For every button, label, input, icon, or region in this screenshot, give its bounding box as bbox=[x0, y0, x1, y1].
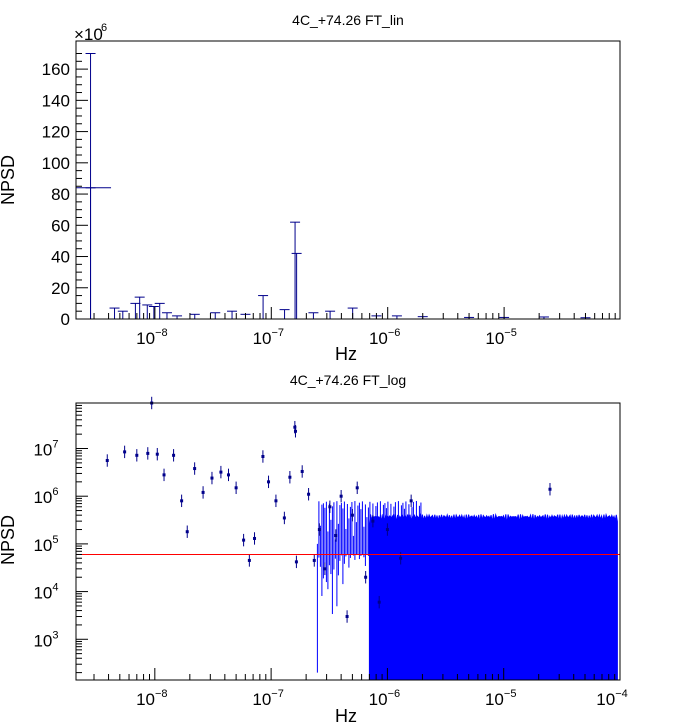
log-xtick-label: 10−8 bbox=[136, 688, 167, 709]
log-point bbox=[385, 528, 389, 532]
log-point bbox=[180, 499, 184, 503]
log-point bbox=[339, 494, 343, 498]
log-point bbox=[409, 499, 413, 503]
log-point bbox=[267, 480, 271, 484]
log-point bbox=[234, 486, 238, 490]
lin-ytick-label: 20 bbox=[51, 279, 70, 298]
log-point bbox=[247, 558, 251, 562]
log-point bbox=[261, 454, 265, 458]
log-xtick-label: 10−7 bbox=[252, 688, 283, 709]
log-point bbox=[293, 425, 297, 429]
log-ytick-label: 107 bbox=[33, 439, 58, 460]
log-point bbox=[371, 519, 375, 523]
log-point bbox=[162, 473, 166, 477]
log-noise-band bbox=[368, 512, 618, 681]
log-point bbox=[146, 451, 150, 455]
log-point bbox=[328, 505, 332, 509]
panel-log-axes: 103 104 105 106 107 10−8 10−7 10−6 10−5 10−4 bbox=[33, 402, 628, 709]
log-xtick-label: 10−5 bbox=[485, 688, 516, 709]
panel-log-ylabel: NPSD bbox=[0, 515, 18, 565]
log-point bbox=[193, 467, 197, 471]
lin-xtick-label: 10−8 bbox=[136, 327, 167, 348]
panel-lin-frame bbox=[75, 40, 621, 320]
log-point bbox=[350, 513, 354, 517]
log-point bbox=[105, 459, 109, 463]
log-point bbox=[185, 530, 189, 534]
panel-log: 4C_+74.26 FT_log 103 104 105 106 107 10−8 10−7… bbox=[0, 372, 628, 722]
panel-lin-marks bbox=[76, 52, 591, 319]
log-point bbox=[377, 600, 381, 604]
panel-lin: 4C_+74.26 FT_lin 0 20 40 60 80 100 120 140 160 10… bbox=[0, 12, 621, 364]
log-point bbox=[355, 486, 359, 490]
log-point bbox=[242, 538, 246, 542]
panel-log-frame bbox=[75, 402, 621, 681]
panel-log-marks bbox=[76, 396, 620, 681]
log-point bbox=[323, 567, 327, 571]
log-xtick-label: 10−6 bbox=[369, 688, 400, 709]
log-point bbox=[123, 450, 127, 454]
log-point bbox=[201, 490, 205, 494]
panel-lin-title: 4C_+74.26 FT_lin bbox=[292, 12, 404, 28]
log-point bbox=[274, 499, 278, 503]
lin-xtick-label: 10−5 bbox=[485, 327, 516, 348]
lin-ytick-label: 100 bbox=[42, 154, 70, 173]
lin-ytick-label: 160 bbox=[42, 60, 70, 79]
log-point bbox=[135, 453, 139, 457]
panel-lin-multiplier-exp: 6 bbox=[101, 22, 107, 34]
log-point bbox=[226, 473, 230, 477]
log-point bbox=[312, 558, 316, 562]
log-point bbox=[288, 475, 292, 479]
panel-log-xlabel: Hz bbox=[335, 706, 357, 722]
log-ytick-label: 105 bbox=[33, 534, 58, 555]
panel-lin-multiplier: ×10 bbox=[74, 25, 103, 44]
log-point bbox=[282, 516, 286, 520]
lin-ytick-label: 0 bbox=[61, 310, 70, 329]
log-point bbox=[155, 452, 159, 456]
log-point bbox=[548, 487, 552, 491]
lin-xtick-label: 10−6 bbox=[369, 327, 400, 348]
log-point bbox=[293, 429, 297, 433]
lin-ytick-label: 60 bbox=[51, 216, 70, 235]
log-ytick-label: 106 bbox=[33, 486, 58, 507]
log-xtick-label: 10−4 bbox=[596, 688, 627, 709]
lin-ytick-label: 80 bbox=[51, 185, 70, 204]
log-ytick-label: 103 bbox=[33, 629, 58, 650]
log-point bbox=[307, 492, 311, 496]
panel-lin-ylabel: NPSD bbox=[0, 155, 18, 205]
lin-ytick-label: 140 bbox=[42, 91, 70, 110]
log-point bbox=[399, 556, 403, 560]
log-point bbox=[172, 453, 176, 457]
lin-xtick-label: 10−7 bbox=[253, 327, 284, 348]
log-point bbox=[294, 560, 298, 564]
log-point bbox=[300, 469, 304, 473]
lin-ytick-label: 120 bbox=[42, 123, 70, 142]
log-point bbox=[345, 615, 349, 619]
log-point bbox=[334, 533, 338, 537]
panel-lin-axes: 0 20 40 60 80 100 120 140 160 10−8 10−7 10−6 10−5 bbox=[42, 52, 616, 348]
log-ytick-label: 104 bbox=[33, 582, 58, 603]
log-point bbox=[210, 476, 214, 480]
panel-lin-xlabel: Hz bbox=[335, 344, 357, 364]
lin-ytick-label: 40 bbox=[51, 248, 70, 267]
log-point bbox=[253, 536, 257, 540]
panel-log-title: 4C_+74.26 FT_log bbox=[290, 372, 406, 388]
log-point bbox=[364, 575, 368, 579]
log-point bbox=[219, 470, 223, 474]
log-point bbox=[317, 528, 321, 532]
